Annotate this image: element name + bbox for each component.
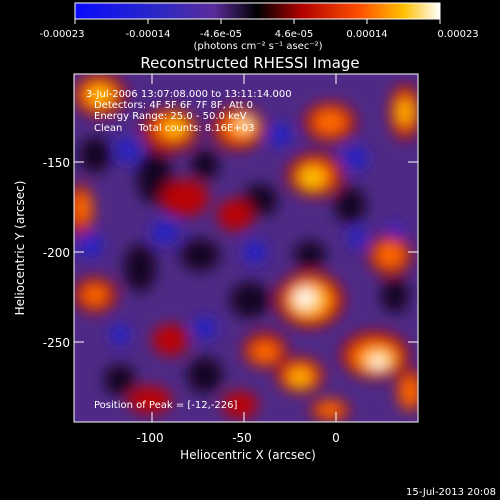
y-tick-label: -250 bbox=[43, 336, 70, 350]
colorbar-tick-6: 0.00023 bbox=[437, 29, 478, 40]
colorbar-tick-labels: -0.00023 -0.00014 -4.6e-05 4.6e-05 0.000… bbox=[40, 29, 479, 40]
rhessi-map bbox=[74, 74, 418, 422]
image-title: Reconstructed RHESSI Image bbox=[140, 54, 359, 72]
x-tick-label: -100 bbox=[136, 431, 163, 445]
x-axis-label: Heliocentric X (arcsec) bbox=[180, 448, 316, 462]
info-method-counts: Clean Total counts: 8.16E+03 bbox=[94, 123, 254, 134]
colorbar-tick-4: 4.6e-05 bbox=[275, 29, 313, 40]
colorbar-tick-3: -4.6e-05 bbox=[200, 29, 242, 40]
colorbar-tick-2: -0.00014 bbox=[126, 29, 171, 40]
colorbar bbox=[74, 2, 441, 20]
plot-frame bbox=[73, 73, 419, 423]
info-block: 3-Jul-2006 13:07:08.000 to 13:11:14.000 … bbox=[86, 89, 292, 411]
x-tick-labels: -100 -50 0 bbox=[136, 431, 339, 445]
colorbar-units: (photons cm⁻² s⁻¹ asec⁻²) bbox=[193, 41, 322, 52]
y-tick-label: -150 bbox=[43, 156, 70, 170]
y-tick-label: -200 bbox=[43, 246, 70, 260]
x-tick-label: -50 bbox=[232, 431, 252, 445]
info-peak-position: Position of Peak = [-12,-226] bbox=[94, 400, 238, 411]
footer-date: 15-Jul-2013 20:08 bbox=[406, 487, 496, 498]
y-tick-labels: -150 -200 -250 bbox=[43, 156, 70, 350]
colorbar-ticks bbox=[74, 19, 441, 24]
colorbar-tick-5: 0.00014 bbox=[346, 29, 387, 40]
x-tick-label: 0 bbox=[332, 431, 340, 445]
axis-ticks bbox=[74, 74, 418, 422]
info-time-range: 3-Jul-2006 13:07:08.000 to 13:11:14.000 bbox=[86, 89, 292, 100]
info-energy: Energy Range: 25.0 - 50.0 keV bbox=[94, 111, 247, 122]
info-detectors: Detectors: 4F 5F 6F 7F 8F, Att 0 bbox=[94, 100, 253, 111]
y-axis-label: Heliocentric Y (arcsec) bbox=[13, 181, 27, 316]
colorbar-tick-1: -0.00023 bbox=[40, 29, 85, 40]
